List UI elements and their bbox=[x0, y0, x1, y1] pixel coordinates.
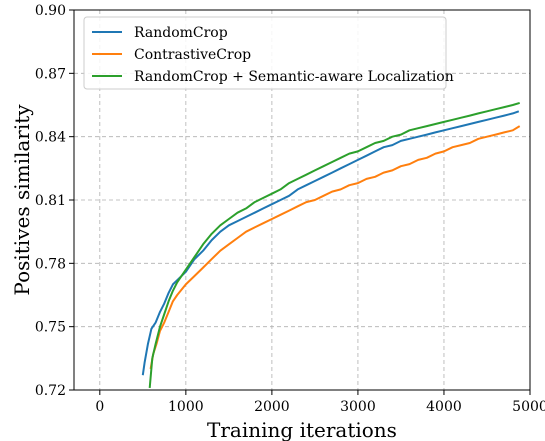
legend-label: ContrastiveCrop bbox=[134, 47, 251, 63]
legend-box bbox=[83, 16, 447, 90]
x-tick-label: 4000 bbox=[426, 399, 462, 415]
x-tick-label: 0 bbox=[95, 399, 104, 415]
y-tick-label: 0.90 bbox=[35, 3, 66, 19]
x-axis-title: Training iterations bbox=[207, 418, 397, 441]
y-tick-label: 0.81 bbox=[35, 193, 66, 209]
series-line-1 bbox=[141, 110, 520, 376]
x-tick-label: 2000 bbox=[254, 399, 290, 415]
legend-label: RandomCrop + Semantic-aware Localization bbox=[134, 69, 454, 85]
y-tick-label: 0.75 bbox=[35, 320, 66, 336]
y-axis-title: Positives similarity bbox=[10, 104, 34, 296]
series-line-2 bbox=[149, 125, 521, 370]
x-tick-label: 5000 bbox=[512, 399, 545, 415]
x-tick-label: 1000 bbox=[168, 399, 204, 415]
y-tick-label: 0.87 bbox=[35, 66, 66, 82]
y-tick-label: 0.84 bbox=[35, 130, 66, 146]
y-tick-label: 0.78 bbox=[35, 256, 66, 272]
y-tick-label: 0.72 bbox=[35, 383, 66, 399]
legend: RandomCrop ContrastiveCrop RandomCrop + Se… bbox=[83, 16, 454, 90]
legend-label: RandomCrop bbox=[134, 25, 228, 41]
series-line-3 bbox=[148, 101, 520, 388]
x-tick-label: 3000 bbox=[340, 399, 376, 415]
series-layer bbox=[141, 101, 521, 388]
ticks: 0 1000 2000 3000 4000 5000 0.72 0.75 0.78 0.81 0.8… bbox=[35, 3, 545, 415]
